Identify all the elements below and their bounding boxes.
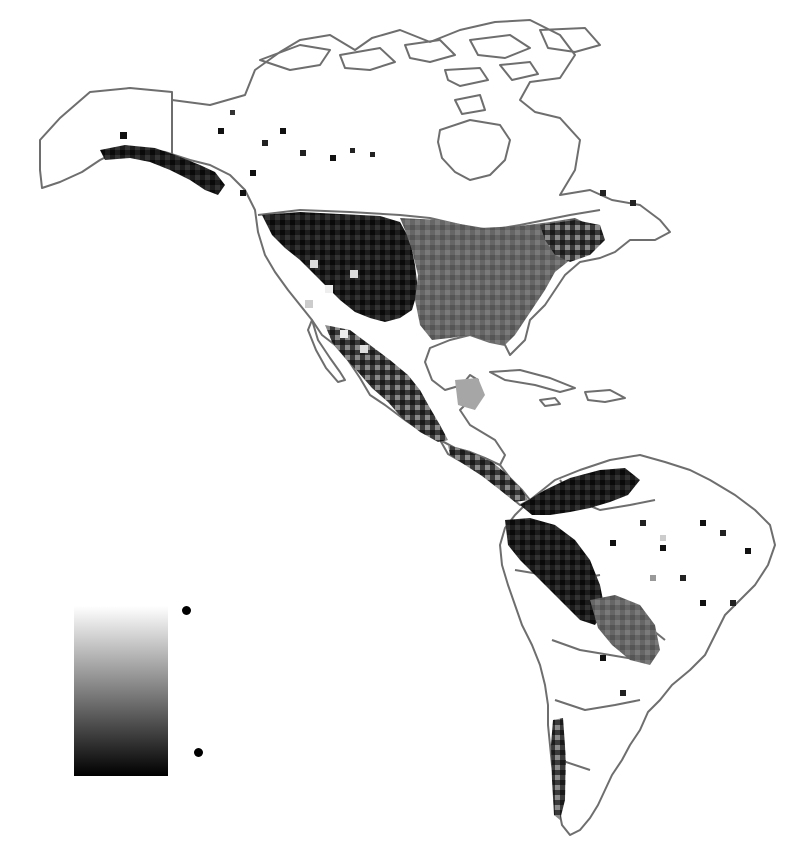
western-amazon-cells — [505, 518, 605, 625]
eastern-us-cells — [400, 218, 590, 345]
baja-outline — [307, 319, 346, 383]
scattered-cells — [120, 110, 751, 696]
chile-cells — [551, 718, 566, 820]
legend-gradient-bar — [74, 606, 168, 776]
hispaniola-outline — [584, 389, 626, 403]
alaska-cells — [100, 145, 225, 195]
hudson-bay-outline — [437, 119, 511, 181]
central-america-cells — [448, 445, 528, 502]
legend-max-label — [176, 592, 197, 628]
mexico-cells — [325, 325, 448, 442]
multiplication-dot-icon — [182, 606, 191, 615]
western-us-cells — [262, 212, 418, 322]
central-south-america-cells — [590, 595, 660, 665]
northern-south-america-cells — [520, 468, 640, 515]
arctic-islands-outline — [259, 27, 601, 115]
legend-min-label — [188, 734, 209, 770]
cuba-outline — [489, 369, 576, 393]
density-cells — [100, 145, 660, 820]
jamaica-outline — [539, 397, 561, 407]
yucatan-cells — [455, 378, 485, 410]
multiplication-dot-icon — [194, 748, 203, 757]
northeast-cells — [540, 220, 605, 262]
south-america-outline — [499, 454, 776, 836]
